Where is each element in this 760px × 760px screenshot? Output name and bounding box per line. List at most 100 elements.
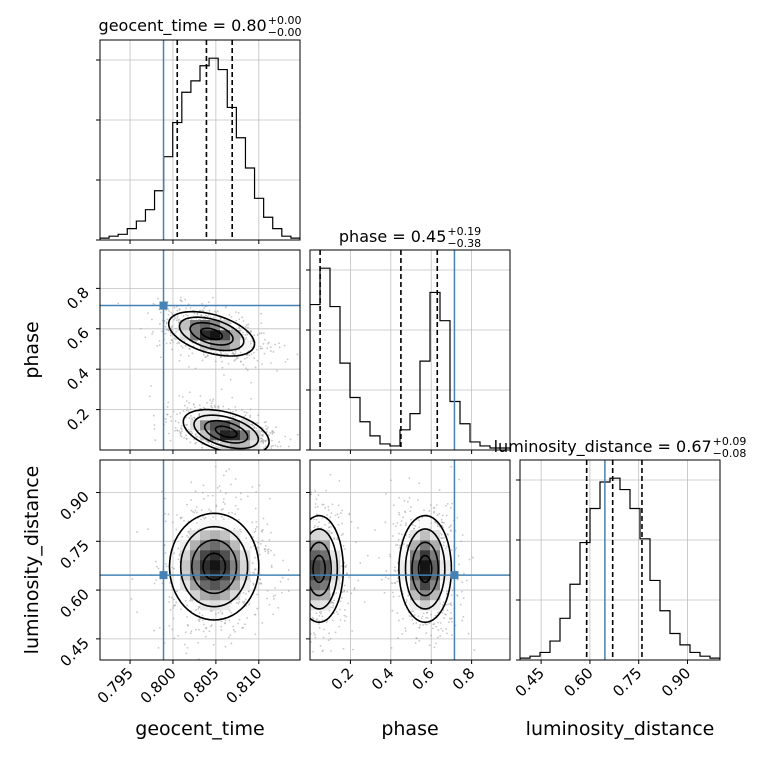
scatter-point: [305, 651, 307, 653]
scatter-point: [254, 507, 257, 510]
density-cell: [430, 550, 441, 561]
scatter-point: [305, 580, 307, 582]
scatter-point: [249, 408, 252, 411]
scatter-point: [219, 490, 222, 492]
density-cell: [220, 550, 231, 561]
scatter-point: [400, 520, 403, 522]
scatter-point: [174, 429, 176, 432]
contour-line: [214, 425, 238, 439]
scatter-point: [146, 528, 149, 531]
density-cell: [320, 550, 331, 561]
scatter-point: [296, 516, 298, 518]
scatter-point: [460, 540, 462, 543]
scatter-point: [256, 334, 259, 336]
scatter-point: [183, 404, 186, 407]
scatter-point: [187, 536, 190, 539]
scatter-point: [258, 582, 261, 585]
scatter-point: [234, 409, 237, 412]
scatter-point: [302, 578, 304, 580]
scatter-point: [385, 569, 388, 572]
title-text: geocent_time = 0.80: [99, 16, 267, 36]
scatter-point: [280, 558, 282, 560]
scatter-point: [316, 617, 318, 620]
scatter-point: [327, 639, 330, 642]
scatter-point: [320, 610, 323, 613]
scatter-point: [194, 509, 197, 512]
title-sub: −0.38: [447, 237, 481, 250]
scatter-point: [336, 513, 339, 515]
scatter-point: [346, 572, 348, 575]
scatter-point: [294, 636, 296, 638]
scatter-point: [203, 517, 206, 520]
scatter-point: [450, 594, 453, 597]
scatter-point: [186, 503, 188, 506]
scatter-point: [245, 411, 248, 414]
scatter-point: [290, 516, 292, 518]
scatter-point: [234, 352, 237, 355]
panel-luminosity_distance_vs_phase-frame: [309, 459, 511, 661]
scatter-point: [313, 526, 316, 529]
scatter-point: [451, 634, 453, 637]
density-cell: [220, 440, 231, 450]
scatter-point: [211, 400, 214, 403]
density-cell: [410, 560, 421, 571]
scatter-point: [415, 637, 418, 639]
scatter-point: [245, 598, 247, 601]
scatter-point: [307, 582, 309, 584]
scatter-point: [303, 558, 305, 560]
scatter-point: [262, 517, 265, 520]
scatter-point: [330, 601, 333, 603]
scatter-point: [281, 605, 283, 607]
scatter-point: [263, 332, 265, 335]
scatter-point: [318, 521, 321, 524]
density-cell: [230, 590, 241, 601]
scatter-point: [251, 562, 254, 564]
scatter-point: [209, 399, 212, 401]
scatter-point: [196, 450, 198, 452]
scatter-point: [200, 509, 203, 511]
scatter-point: [304, 581, 306, 583]
scatter-point: [318, 614, 321, 617]
scatter-point: [266, 523, 269, 526]
scatter-point: [265, 421, 267, 423]
density-cell: [250, 430, 261, 441]
scatter-point: [396, 521, 399, 524]
scatter-point: [266, 597, 268, 600]
scatter-point: [293, 567, 295, 569]
density-cell: [420, 560, 431, 571]
scatter-point: [308, 537, 310, 539]
scatter-point: [242, 320, 245, 322]
scatter-point: [308, 555, 310, 557]
scatter-point: [201, 619, 204, 622]
scatter-point: [150, 384, 153, 387]
scatter-point: [342, 545, 345, 547]
density-cell: [440, 550, 451, 561]
scatter-point: [304, 546, 306, 548]
scatter-point: [333, 599, 335, 602]
scatter-point: [199, 309, 202, 312]
scatter-point: [271, 439, 273, 442]
density-cell: [220, 320, 231, 331]
scatter-point: [216, 445, 218, 448]
scatter-point: [184, 631, 187, 634]
scatter-point: [169, 332, 172, 335]
scatter-point: [250, 397, 252, 400]
density-cell: [220, 410, 231, 421]
scatter-point: [277, 606, 280, 609]
scatter-point: [185, 409, 188, 412]
scatter-point: [307, 599, 309, 601]
density-cell: [230, 340, 241, 351]
scatter-point: [405, 522, 407, 524]
scatter-point: [220, 388, 223, 391]
density-cell: [330, 550, 341, 561]
scatter-point: [341, 591, 344, 594]
scatter-point: [392, 595, 395, 598]
scatter-point: [181, 346, 184, 349]
histogram-phase: [310, 267, 510, 450]
scatter-point: [261, 622, 264, 624]
scatter-point: [307, 567, 309, 569]
scatter-point: [302, 561, 304, 563]
scatter-point: [341, 522, 344, 525]
scatter-point: [462, 597, 465, 600]
scatter-point: [224, 619, 227, 622]
